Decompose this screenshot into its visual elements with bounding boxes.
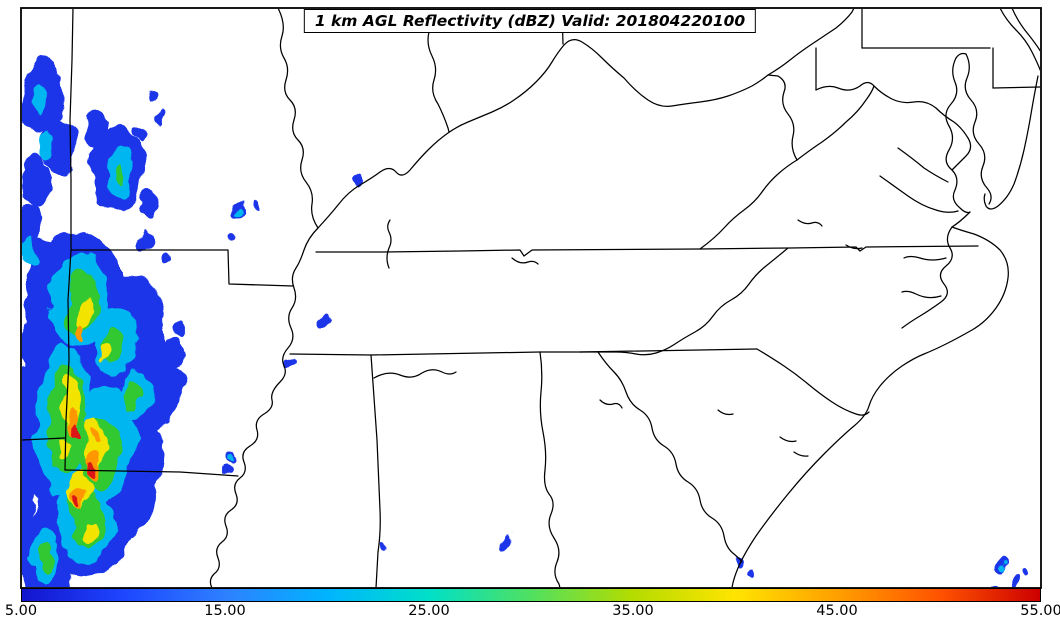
colorbar-tick-label: 45.00 <box>816 603 858 619</box>
colorbar-tick-label: 5.00 <box>4 603 38 619</box>
colorbar-gradient <box>21 588 1041 602</box>
plot-title: 1 km AGL Reflectivity (dBZ) Valid: 20180… <box>314 12 746 30</box>
colorbar-tick-labels: 5.00 15.00 25.00 35.00 45.00 55.00 <box>5 603 1060 629</box>
state-borders <box>22 9 1040 587</box>
colorbar-tick-label: 25.00 <box>408 603 450 619</box>
colorbar-tick-label: 55.00 <box>1020 603 1060 619</box>
colorbar-tick-label: 15.00 <box>204 603 246 619</box>
map-background <box>21 8 1041 588</box>
coastline <box>731 9 1040 587</box>
plot-title-box: 1 km AGL Reflectivity (dBZ) Valid: 20180… <box>303 9 757 33</box>
rivers-lakes <box>209 9 972 587</box>
colorbar-tick-label: 35.00 <box>612 603 654 619</box>
radar-echo-region <box>22 55 1028 587</box>
